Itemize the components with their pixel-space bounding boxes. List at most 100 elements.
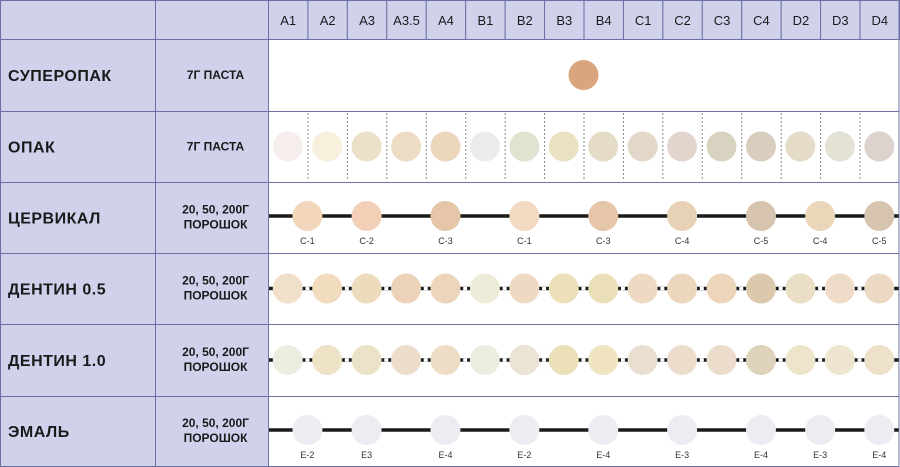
shade-header-c2: C2 [674,13,691,28]
swatch-label: C-1 [300,236,315,246]
shade-swatch [391,273,422,304]
row-name: ДЕНТИН 0.5 [8,282,106,299]
shade-swatch [706,273,737,304]
row-name: ДЕНТИН 1.0 [8,353,106,370]
swatch-label: E-4 [596,450,610,460]
shade-swatch [391,131,422,162]
shade-header-a3-5: A3.5 [393,13,420,28]
row-form-line: ПОРОШОК [184,360,249,374]
swatch-label: C-2 [359,236,374,246]
shade-swatch [864,415,895,445]
shade-swatch [805,415,836,445]
shade-swatch [548,273,579,304]
shade-header-c4: C4 [753,13,770,28]
row-name-cell [0,396,156,467]
shade-swatch [627,131,658,162]
shade-swatch [272,273,303,304]
row-form-cell [155,39,269,112]
shade-swatch [272,345,303,375]
shade-header-cell [820,0,861,40]
shade-swatch [667,345,698,375]
swatch-label: E-2 [300,450,314,460]
swatch-label: E-4 [438,450,452,460]
swatch-label: C-3 [438,236,453,246]
shade-header-b1: B1 [477,13,493,28]
swatch-label: C-4 [813,236,828,246]
shade-header-c1: C1 [635,13,652,28]
shade-swatch [745,201,776,231]
swatch-label: C-3 [596,236,611,246]
shade-swatch [864,273,895,304]
shade-header-a3: A3 [359,13,375,28]
shade-swatch [667,273,698,304]
shade-swatch [351,273,382,304]
shade-swatch [469,273,500,304]
shade-swatch [509,273,540,304]
shade-swatch [785,273,816,304]
shade-swatch [627,273,658,304]
row-form: 7Г ПАСТА [187,68,245,82]
shade-swatch [272,131,303,162]
shade-swatch [469,131,500,162]
shade-swatch [292,415,323,445]
shade-swatch [706,131,737,162]
shade-swatch [824,345,855,375]
shade-swatch [706,345,737,375]
shade-swatch [351,415,382,445]
shade-swatch [588,345,619,375]
shade-swatch [588,415,619,445]
row-name: ЭМАЛЬ [8,424,70,441]
shade-swatch [627,345,658,375]
shade-swatch [312,345,343,375]
shade-swatch [805,201,836,231]
swatch-label: E-4 [872,450,886,460]
swatch-label: C-5 [754,236,769,246]
shade-header-b4: B4 [596,13,612,28]
shade-swatch [548,131,579,162]
row-name: ОПАК [8,140,55,157]
shade-header-d4: D4 [871,13,888,28]
shade-header-d3: D3 [832,13,849,28]
swatch-label: E-3 [675,450,689,460]
shade-header-a2: A2 [320,13,336,28]
shade-swatch [548,345,579,375]
row-form-cell [155,253,269,325]
shade-swatch [351,131,382,162]
shade-header-a1: A1 [280,13,296,28]
swatch-label: E-2 [517,450,531,460]
swatch-label: E3 [361,450,372,460]
swatch-label: E-3 [813,450,827,460]
row-name-cell [0,324,156,397]
row-form-line: ПОРОШОК [184,289,249,303]
row-form-cell [155,182,269,254]
row-form-line: 20, 50, 200Г [182,416,249,430]
shade-swatch [745,273,776,304]
row-form-line: ПОРОШОК [184,431,249,445]
shade-header-b3: B3 [556,13,572,28]
shade-swatch [667,415,698,445]
shade-header-cell [583,0,624,40]
shade-swatch [292,201,323,231]
shade-swatch [588,273,619,304]
swatch-label: C-5 [872,236,887,246]
row-form-cell [155,396,269,467]
shade-swatch [864,131,895,162]
shade-header-cell [425,0,467,40]
swatch-label: C-4 [675,236,690,246]
row-form: 7Г ПАСТА [187,140,245,154]
row-form-line: 20, 50, 200Г [182,274,249,288]
shade-header-cell [662,0,703,40]
shade-swatch [588,131,619,162]
shade-swatch [667,131,698,162]
shade-swatch [667,201,698,231]
row-1: ОПАК 7Г ПАСТА [0,111,899,183]
shade-swatch [391,345,422,375]
shade-swatch [785,131,816,162]
shade-swatch [785,345,816,375]
shade-swatch [430,131,461,162]
shade-header-a4: A4 [438,13,454,28]
